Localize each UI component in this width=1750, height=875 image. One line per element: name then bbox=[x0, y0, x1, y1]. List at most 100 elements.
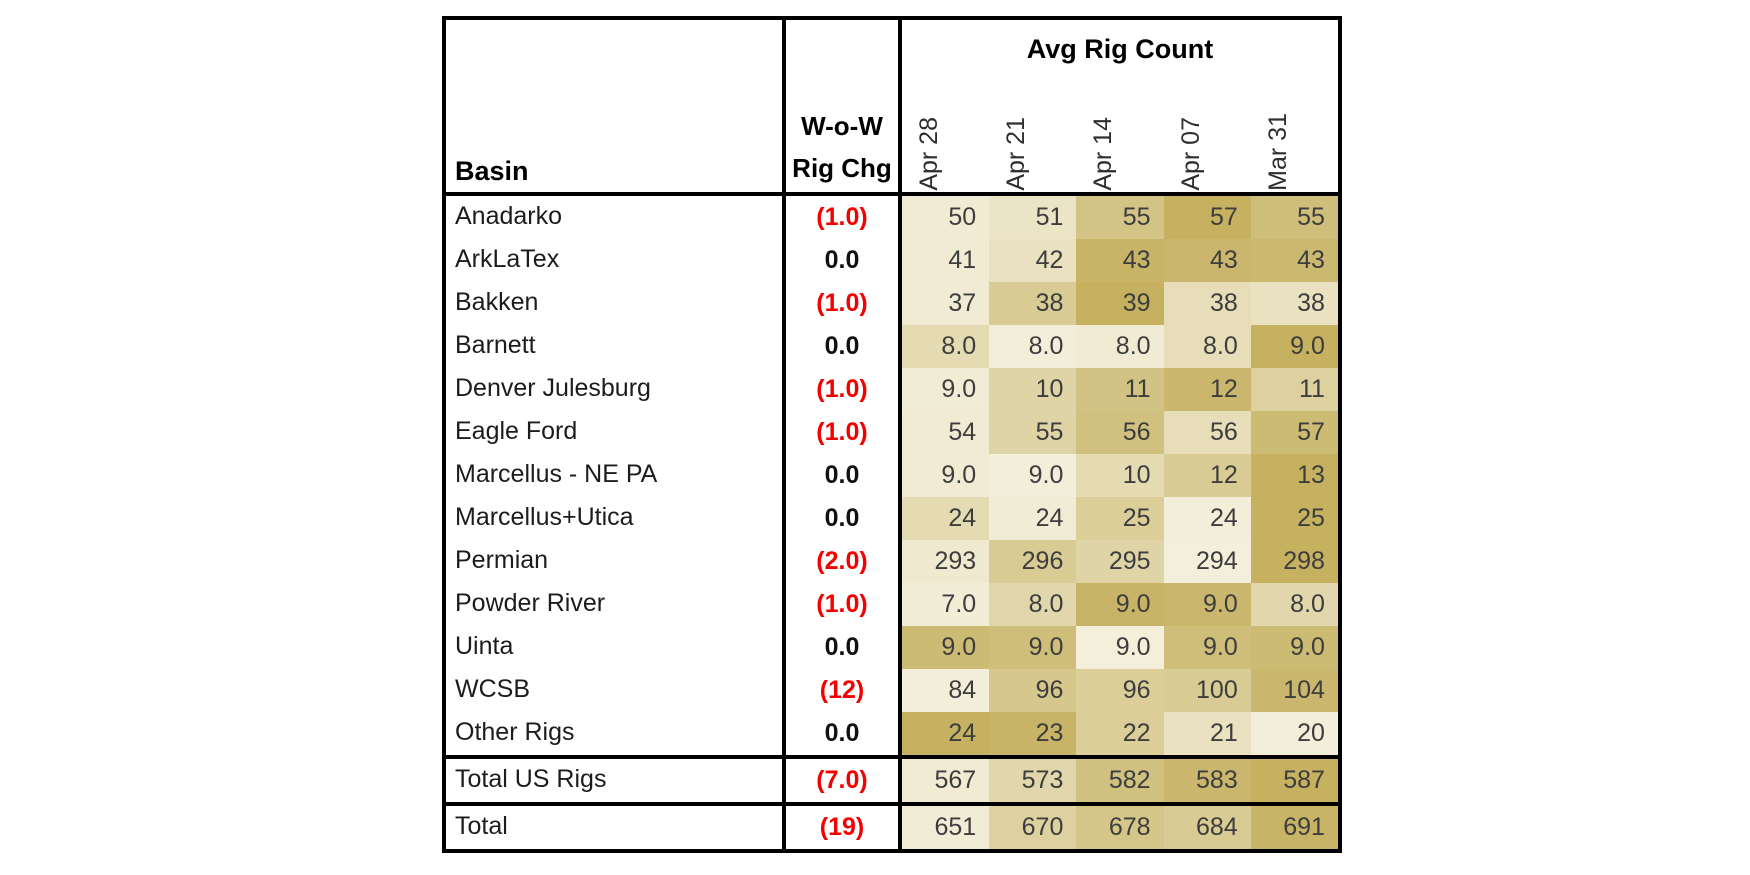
rig-count-cell: 587 bbox=[1250, 759, 1338, 802]
rig-count-cell: 9.0 bbox=[1076, 583, 1164, 626]
date-column-headers: Apr 28 Apr 21 Apr 14 Apr 07 Mar 31 bbox=[902, 82, 1338, 192]
basin-cell: Total US Rigs bbox=[446, 759, 786, 802]
wow-change-cell: 0.0 bbox=[786, 712, 902, 755]
table-row: Bakken (1.0) 37 38 39 38 38 bbox=[446, 282, 1338, 325]
rig-count-cell: 8.0 bbox=[1076, 325, 1164, 368]
rig-count-cell: 55 bbox=[1076, 196, 1164, 239]
rig-count-cell: 8.0 bbox=[989, 583, 1077, 626]
table-row: Other Rigs 0.0 24 23 22 21 20 bbox=[446, 712, 1338, 755]
rig-count-cell: 56 bbox=[1163, 411, 1251, 454]
wow-change-cell: (1.0) bbox=[786, 583, 902, 626]
rig-count-cell: 41 bbox=[902, 239, 990, 282]
basin-cell: Marcellus - NE PA bbox=[446, 454, 786, 497]
table-body: Anadarko (1.0) 50 51 55 57 55 ArkLaTex 0.0 41 42 43… bbox=[446, 196, 1338, 849]
rig-count-cell: 9.0 bbox=[902, 626, 990, 669]
rig-count-cell: 100 bbox=[1163, 669, 1251, 712]
rig-count-cell: 43 bbox=[1076, 239, 1164, 282]
avg-rig-count-title: Avg Rig Count bbox=[1026, 34, 1214, 64]
table-row: Uinta 0.0 9.0 9.0 9.0 9.0 9.0 bbox=[446, 626, 1338, 669]
rig-count-cell: 38 bbox=[1163, 282, 1251, 325]
total-row: Total (19) 651 670 678 684 691 bbox=[446, 802, 1338, 849]
rig-count-cell: 651 bbox=[902, 806, 990, 849]
date-label: Apr 14 bbox=[1089, 117, 1118, 191]
table-row: Eagle Ford (1.0) 54 55 56 56 57 bbox=[446, 411, 1338, 454]
wow-header-line1: W-o-W bbox=[801, 111, 883, 141]
date-label: Apr 21 bbox=[1002, 117, 1031, 191]
wow-change-cell: (2.0) bbox=[786, 540, 902, 583]
rig-count-cell: 10 bbox=[989, 368, 1077, 411]
rig-count-cell: 24 bbox=[989, 497, 1077, 540]
rig-count-cell: 691 bbox=[1250, 806, 1338, 849]
total-row: Total US Rigs (7.0) 567 573 582 583 587 bbox=[446, 755, 1338, 802]
rig-count-cell: 9.0 bbox=[1076, 626, 1164, 669]
wow-change-cell: (1.0) bbox=[786, 368, 902, 411]
rig-count-cell: 50 bbox=[902, 196, 990, 239]
rig-count-cell: 9.0 bbox=[1250, 626, 1338, 669]
wow-change-cell: (1.0) bbox=[786, 411, 902, 454]
date-column-header: Apr 21 bbox=[989, 82, 1076, 192]
rig-count-cell: 57 bbox=[1163, 196, 1251, 239]
wow-change-cell: 0.0 bbox=[786, 239, 902, 282]
rig-count-cell: 54 bbox=[902, 411, 990, 454]
table-row: Permian (2.0) 293 296 295 294 298 bbox=[446, 540, 1338, 583]
rig-count-cell: 21 bbox=[1163, 712, 1251, 755]
wow-change-cell: (1.0) bbox=[786, 282, 902, 325]
wow-change-cell: (12) bbox=[786, 669, 902, 712]
rig-count-cell: 13 bbox=[1250, 454, 1338, 497]
rig-count-cell: 9.0 bbox=[1250, 325, 1338, 368]
rig-count-cell: 9.0 bbox=[1163, 626, 1251, 669]
wow-column-header: W-o-W Rig Chg bbox=[786, 20, 902, 192]
wow-change-cell: 0.0 bbox=[786, 497, 902, 540]
rig-count-cell: 678 bbox=[1076, 806, 1164, 849]
basin-cell: Anadarko bbox=[446, 196, 786, 239]
rig-count-cell: 298 bbox=[1250, 540, 1338, 583]
table-row: WCSB (12) 84 96 96 100 104 bbox=[446, 669, 1338, 712]
rig-count-cell: 43 bbox=[1250, 239, 1338, 282]
rig-count-cell: 24 bbox=[902, 712, 990, 755]
rig-count-cell: 23 bbox=[989, 712, 1077, 755]
rig-count-cell: 9.0 bbox=[989, 454, 1077, 497]
rig-count-cell: 96 bbox=[989, 669, 1077, 712]
rig-count-cell: 295 bbox=[1076, 540, 1164, 583]
basin-cell: Other Rigs bbox=[446, 712, 786, 755]
date-column-header: Apr 14 bbox=[1076, 82, 1163, 192]
basin-cell: Bakken bbox=[446, 282, 786, 325]
rig-count-cell: 296 bbox=[989, 540, 1077, 583]
rig-count-cell: 38 bbox=[1250, 282, 1338, 325]
wow-change-cell: 0.0 bbox=[786, 626, 902, 669]
wow-change-cell: 0.0 bbox=[786, 325, 902, 368]
rig-count-cell: 37 bbox=[902, 282, 990, 325]
rig-count-cell: 96 bbox=[1076, 669, 1164, 712]
rig-count-cell: 294 bbox=[1163, 540, 1251, 583]
rig-count-cell: 56 bbox=[1076, 411, 1164, 454]
basin-cell: Eagle Ford bbox=[446, 411, 786, 454]
basin-cell: Total bbox=[446, 806, 786, 849]
table-row: Anadarko (1.0) 50 51 55 57 55 bbox=[446, 196, 1338, 239]
rig-count-cell: 8.0 bbox=[989, 325, 1077, 368]
date-column-header: Apr 28 bbox=[902, 82, 989, 192]
rig-count-cell: 10 bbox=[1076, 454, 1164, 497]
rig-count-cell: 11 bbox=[1076, 368, 1164, 411]
rig-count-cell: 22 bbox=[1076, 712, 1164, 755]
rig-count-cell: 55 bbox=[989, 411, 1077, 454]
table-row: Denver Julesburg (1.0) 9.0 10 11 12 11 bbox=[446, 368, 1338, 411]
table-row: Barnett 0.0 8.0 8.0 8.0 8.0 9.0 bbox=[446, 325, 1338, 368]
wow-change-cell: (7.0) bbox=[786, 759, 902, 802]
rig-count-cell: 670 bbox=[989, 806, 1077, 849]
rig-count-cell: 7.0 bbox=[902, 583, 990, 626]
rig-count-cell: 84 bbox=[902, 669, 990, 712]
rig-count-cell: 12 bbox=[1163, 454, 1251, 497]
rig-count-cell: 9.0 bbox=[989, 626, 1077, 669]
rig-count-cell: 20 bbox=[1250, 712, 1338, 755]
rig-count-cell: 57 bbox=[1250, 411, 1338, 454]
wow-change-cell: 0.0 bbox=[786, 454, 902, 497]
rig-count-cell: 573 bbox=[989, 759, 1077, 802]
date-column-header: Mar 31 bbox=[1251, 82, 1338, 192]
rig-count-cell: 104 bbox=[1250, 669, 1338, 712]
date-label: Apr 28 bbox=[915, 117, 943, 191]
rig-count-cell: 8.0 bbox=[1250, 583, 1338, 626]
rig-count-cell: 24 bbox=[902, 497, 990, 540]
rig-count-cell: 8.0 bbox=[902, 325, 990, 368]
wow-header-line2: Rig Chg bbox=[792, 153, 892, 183]
